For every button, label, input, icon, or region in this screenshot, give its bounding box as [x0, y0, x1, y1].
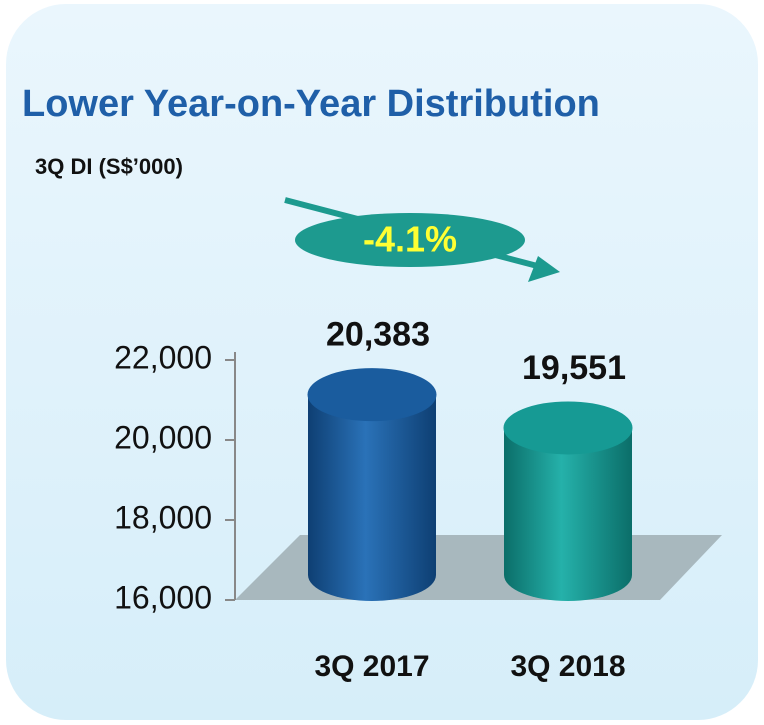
x-tick-label: 3Q 2018: [510, 650, 625, 683]
bar: [308, 394, 436, 601]
value-label: 19,551: [522, 349, 626, 387]
y-tick-label: 20,000: [114, 419, 212, 455]
annotation: -4.1%: [363, 219, 457, 260]
annotation-badge: [295, 213, 525, 267]
y-tick-label: 22,000: [114, 339, 212, 375]
bar: [504, 427, 632, 601]
bar-top: [503, 401, 633, 455]
bar-top: [307, 368, 437, 422]
y-tick-label: 16,000: [114, 579, 212, 615]
x-tick-label: 3Q 2017: [314, 650, 429, 683]
chart-title: Lower Year-on-Year Distribution: [22, 83, 600, 125]
y-tick-label: 18,000: [114, 499, 212, 535]
chart-subtitle: 3Q DI (S$’000): [35, 154, 183, 179]
value-label: 20,383: [326, 316, 430, 354]
arrow-head: [528, 256, 560, 282]
